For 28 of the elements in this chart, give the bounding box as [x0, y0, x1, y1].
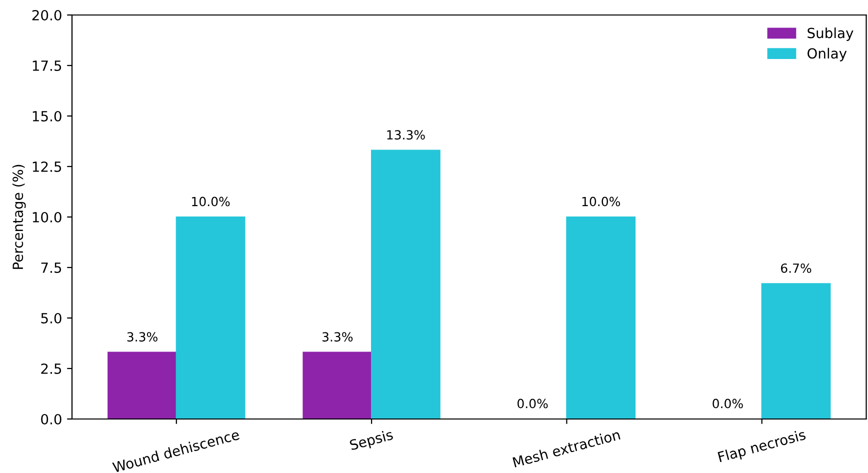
legend-label: Onlay [808, 48, 847, 62]
bar [761, 283, 831, 419]
bar [371, 150, 440, 419]
legend-label: Sublay [808, 28, 854, 41]
y-tick-label: 17.5 [32, 60, 62, 71]
y-tick-label: 7.5 [41, 262, 62, 273]
x-tick-label: Sepsis [349, 428, 394, 453]
data-label: 13.3% [387, 130, 425, 140]
bar [566, 216, 636, 419]
y-tick-label: 5.0 [41, 312, 62, 324]
y-tick-label: 20.0 [32, 10, 62, 20]
data-label: 6.7% [781, 263, 812, 273]
y-tick-label: 0.0 [41, 414, 62, 424]
y-tick-label: 15.0 [32, 110, 62, 122]
y-tick-label: 10.0 [32, 212, 62, 222]
data-label: 0.0% [712, 398, 743, 408]
data-label: 0.0% [518, 398, 548, 408]
x-tick-label: Flap necrosis [718, 428, 807, 465]
data-label: 3.3% [322, 332, 353, 342]
data-label: 10.0% [192, 196, 230, 206]
bar [176, 216, 246, 419]
data-label: 10.0% [582, 196, 620, 206]
y-tick-label: 2.5 [41, 363, 62, 374]
y-tick-label: 12.5 [32, 161, 62, 172]
bar [108, 352, 177, 419]
bar [302, 352, 372, 419]
data-label: 3.3% [127, 332, 158, 342]
y-axis-title: Percentage (%) [12, 164, 26, 269]
